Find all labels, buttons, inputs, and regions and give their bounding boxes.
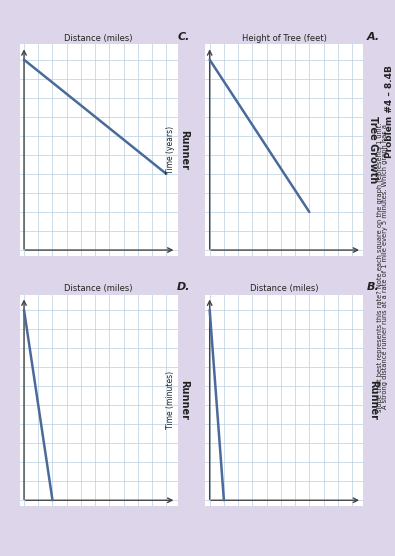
- Title: Distance (miles): Distance (miles): [64, 34, 133, 43]
- Text: Tree Growth: Tree Growth: [368, 117, 378, 183]
- Text: slope that best represents this rate? Note each square on the graph represents 1: slope that best represents this rate? No…: [377, 122, 383, 411]
- Title: Height of Tree (feet): Height of Tree (feet): [242, 34, 327, 43]
- Text: C.: C.: [177, 32, 190, 42]
- Text: D.: D.: [177, 282, 190, 292]
- Text: Problem #4 – 8.4B: Problem #4 – 8.4B: [385, 64, 393, 158]
- Title: Distance (miles): Distance (miles): [250, 284, 319, 293]
- Title: Distance (miles): Distance (miles): [64, 284, 133, 293]
- Text: A strong distance runner runs at a rate of 1 mile every 5 minutes. Which graph h: A strong distance runner runs at a rate …: [382, 125, 388, 409]
- Text: Runner: Runner: [368, 380, 378, 420]
- Text: Time (minutes): Time (minutes): [166, 371, 175, 429]
- Text: A.: A.: [367, 32, 380, 42]
- Text: Time (years): Time (years): [166, 126, 175, 174]
- Text: Runner: Runner: [179, 130, 189, 170]
- Text: B.: B.: [367, 282, 380, 292]
- Text: Runner: Runner: [179, 380, 189, 420]
